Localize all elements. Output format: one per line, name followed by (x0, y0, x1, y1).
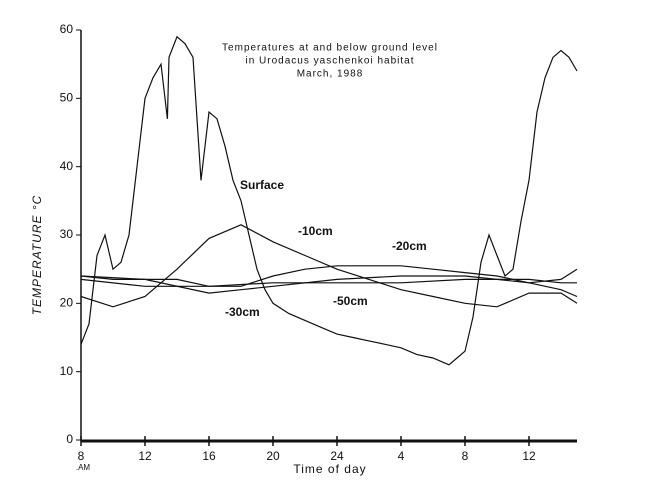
series-label: -20cm (392, 239, 427, 253)
series-label: -50cm (333, 294, 368, 308)
annotation: .AM (76, 463, 91, 472)
x-tick-label: 20 (266, 449, 280, 463)
y-tick-label: 50 (60, 91, 74, 105)
x-tick-label: 12 (522, 449, 536, 463)
x-tick-label: 8 (462, 449, 469, 463)
series-line (80, 224, 578, 308)
series-label: -10cm (298, 224, 333, 238)
series-line (80, 265, 578, 298)
x-tick-label: 8 (78, 449, 85, 463)
chart-title: Temperatures at and below ground level (222, 43, 438, 54)
series-label: -30cm (225, 305, 260, 319)
series-label: Surface (240, 178, 284, 192)
x-tick-label: 12 (138, 449, 152, 463)
y-tick-label: 10 (60, 364, 74, 378)
series-line (80, 268, 578, 294)
y-axis-label: TEMPERATURE °C (30, 195, 44, 316)
y-tick-label: 30 (60, 227, 74, 241)
y-tick-label: 0 (66, 432, 73, 446)
x-tick-label: 4 (398, 449, 405, 463)
series-line (80, 35, 578, 366)
x-tick-label: 24 (330, 449, 344, 463)
series-line (80, 278, 577, 287)
y-tick-label: 20 (60, 296, 74, 310)
chart-subtitle: March, 1988 (297, 69, 364, 80)
x-axis-label: Time of day (293, 462, 366, 476)
y-tick-label: 60 (60, 22, 74, 36)
y-tick-label: 40 (60, 159, 74, 173)
chart-subtitle: in Urodacus yaschenkoi habitat (246, 56, 415, 67)
x-tick-label: 16 (202, 449, 216, 463)
